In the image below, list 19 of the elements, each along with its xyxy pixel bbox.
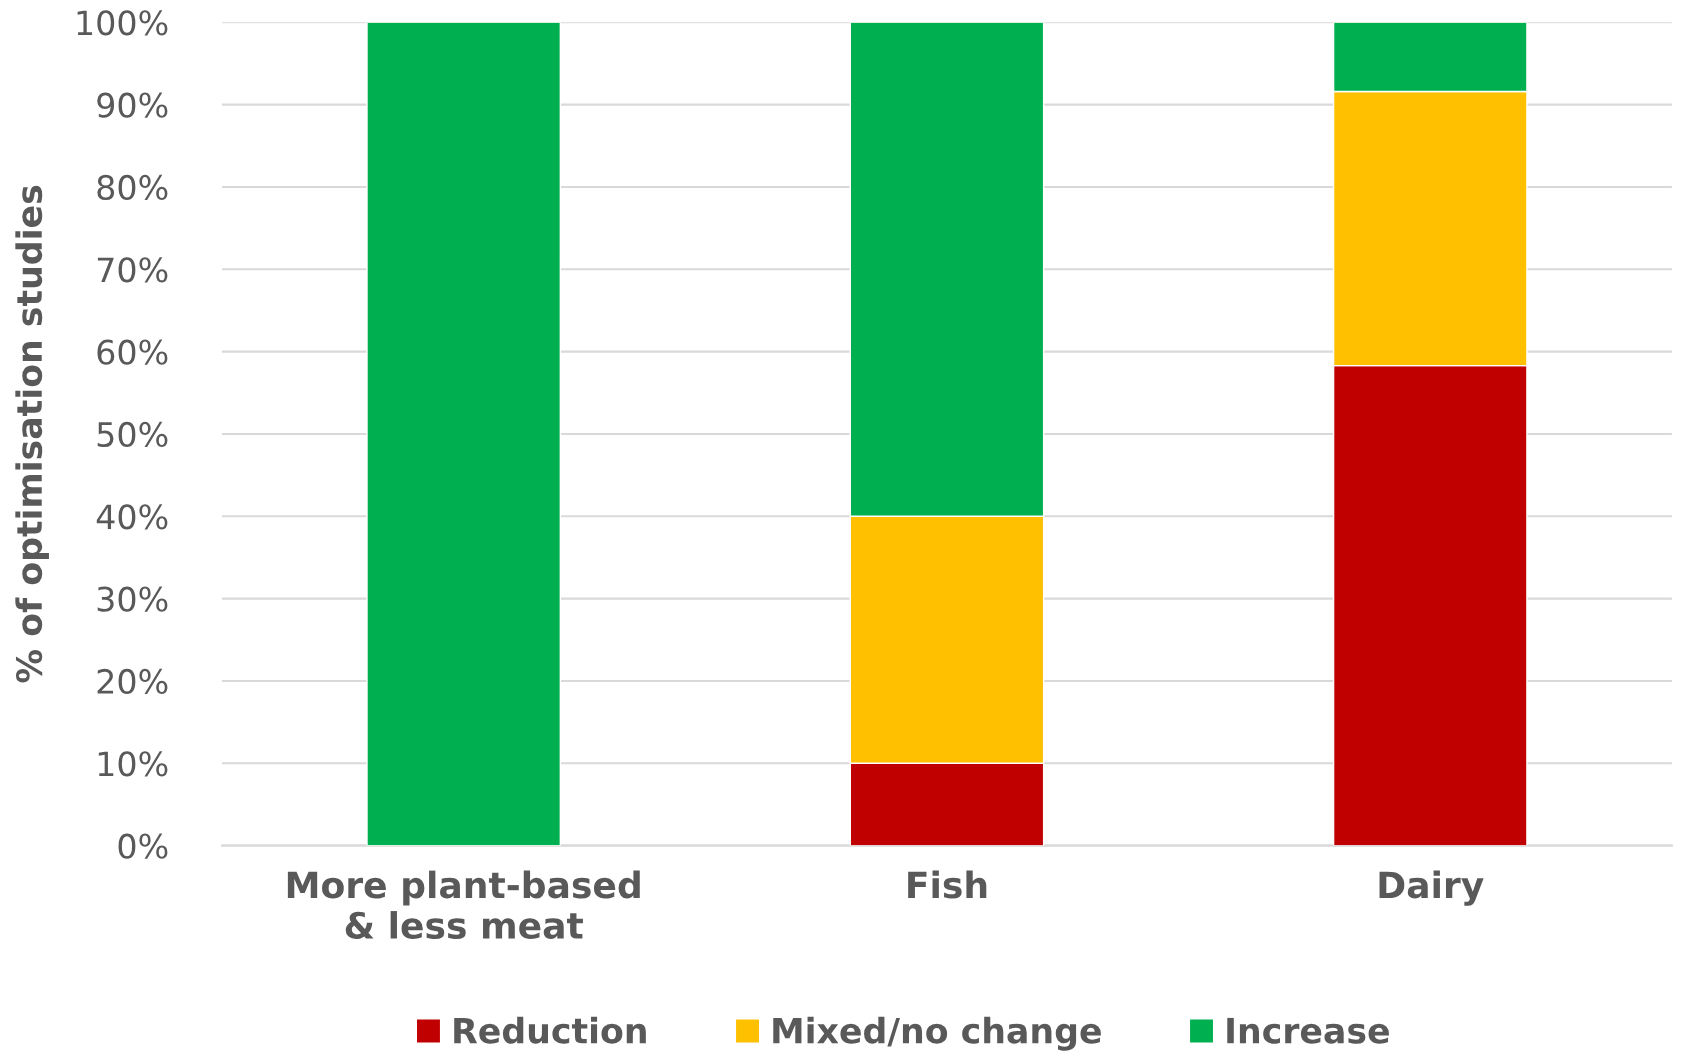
x-tick-label: More plant-based & less meat: [287, 870, 640, 940]
bar: [366, 22, 562, 846]
y-tick-label: 80%: [97, 174, 168, 201]
y-tick-label: 60%: [97, 339, 168, 365]
y-tick-label: 50%: [97, 421, 168, 448]
y-tick-label: 30%: [97, 586, 168, 612]
y-tick-label: 100%: [77, 10, 168, 36]
y-tick-label: 40%: [96, 504, 168, 530]
x-tick-label: Dairy: [1379, 870, 1484, 906]
y-tick-label: 20%: [97, 668, 168, 695]
y-tick-label: 10%: [98, 751, 168, 777]
y-axis-title: % of optimisation studies: [15, 185, 49, 683]
y-tick-label: 70%: [97, 257, 168, 283]
legend-label: Reduction: [454, 1016, 646, 1044]
legend-label: Mixed/no change: [773, 1016, 1101, 1051]
y-tick-label: 0%: [118, 833, 168, 859]
x-tick-label: Fish: [908, 870, 987, 899]
legend-label: Increase: [1227, 1017, 1389, 1044]
y-tick-label: 90%: [97, 92, 168, 118]
